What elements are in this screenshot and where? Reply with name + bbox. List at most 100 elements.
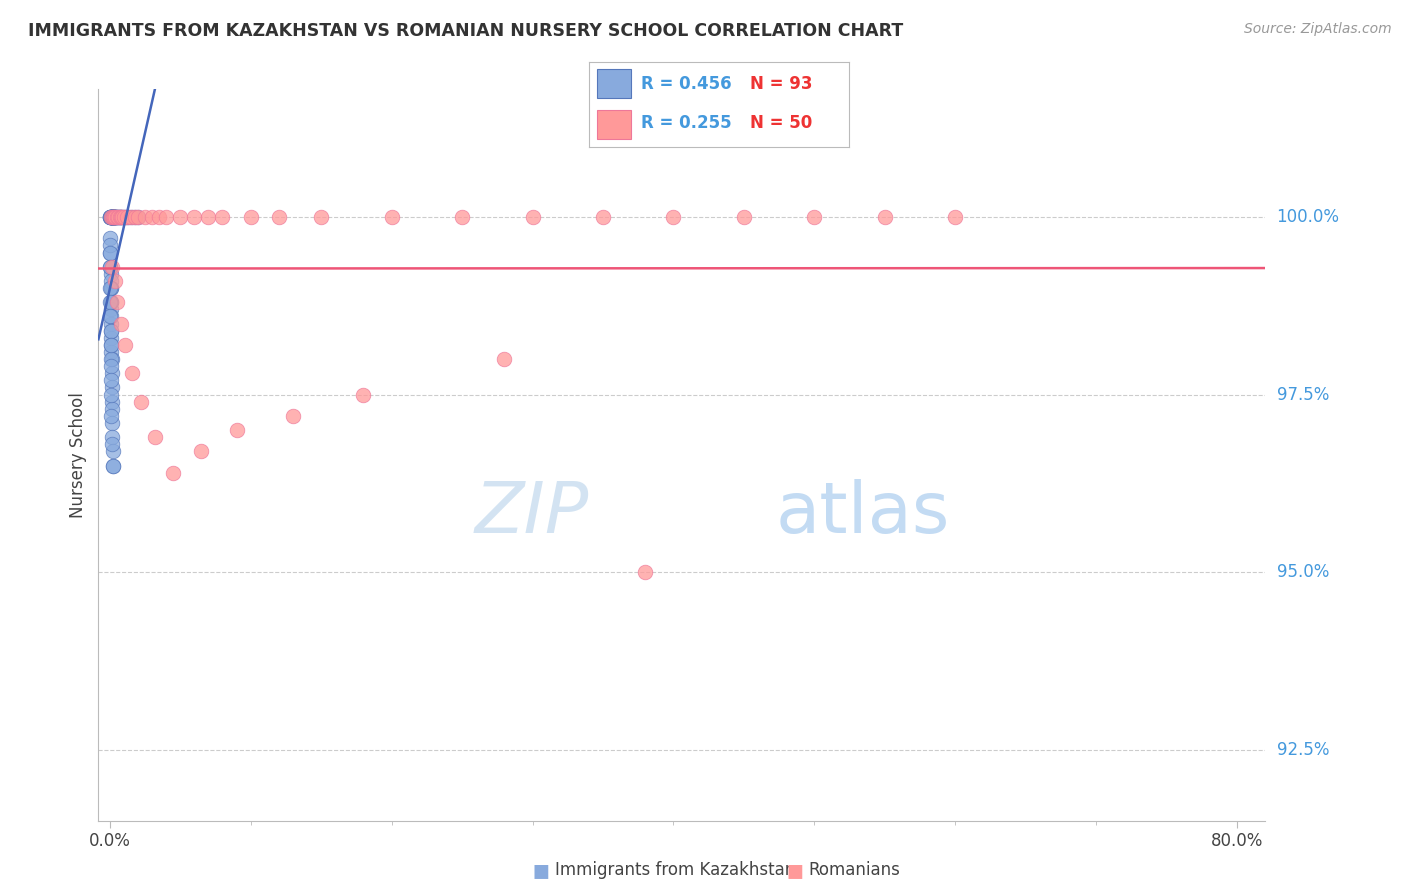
Point [127,210,149,224]
Point [100,267,122,281]
Point [101,210,124,224]
Point [101,260,124,274]
Point [100,210,122,224]
Point [183,210,205,224]
Point [101,444,124,458]
Point [101,210,124,224]
Point [120,210,142,224]
Point [98,210,121,224]
Point [101,210,124,224]
Point [141,210,163,224]
Point [107,210,129,224]
Point [103,210,125,224]
Point [112,210,135,224]
Point [124,210,146,224]
Point [803,210,825,224]
Point [101,210,124,224]
Point [98,245,121,260]
Point [134,210,156,224]
Text: R = 0.255: R = 0.255 [641,114,731,132]
Text: ▪: ▪ [531,855,551,884]
Point [100,210,122,224]
Point [162,466,184,480]
Point [103,210,125,224]
Point [225,423,247,437]
Text: 92.5%: 92.5% [1277,740,1329,758]
Text: R = 0.456: R = 0.456 [641,75,731,93]
Point [98,281,121,295]
Point [100,409,122,423]
Point [100,352,122,367]
Point [103,210,125,224]
Point [100,295,122,310]
Text: Source: ZipAtlas.com: Source: ZipAtlas.com [1244,22,1392,37]
Point [100,302,122,317]
Point [103,210,125,224]
Point [101,380,124,394]
Point [100,338,122,352]
Text: 95.0%: 95.0% [1277,563,1329,581]
Point [103,210,125,224]
Point [121,366,143,380]
Point [104,210,127,224]
Point [100,310,122,324]
Point [101,210,124,224]
Point [662,210,685,224]
Point [101,458,124,473]
Bar [596,110,630,139]
Point [100,210,122,224]
Point [733,210,755,224]
Point [129,394,152,409]
Point [98,210,121,224]
Point [873,210,896,224]
Point [101,210,124,224]
Point [100,366,122,380]
Point [111,210,134,224]
Point [100,210,122,224]
Point [100,210,122,224]
Point [100,274,122,288]
Text: ZIP: ZIP [474,479,589,548]
Y-axis label: Nursery School: Nursery School [69,392,87,518]
Point [101,210,124,224]
Point [100,373,122,387]
Point [190,444,212,458]
Point [100,317,122,331]
Point [98,295,121,310]
Point [110,317,132,331]
Point [352,387,374,401]
Point [592,210,614,224]
Point [115,210,138,224]
Text: Romanians: Romanians [808,861,900,879]
Point [104,210,127,224]
Point [100,210,122,224]
Point [101,210,124,224]
Point [148,210,170,224]
Point [101,458,124,473]
Point [105,210,128,224]
Text: N = 93: N = 93 [751,75,813,93]
Point [239,210,262,224]
Point [309,210,332,224]
Point [451,210,474,224]
Point [98,245,121,260]
Text: IMMIGRANTS FROM KAZAKHSTAN VS ROMANIAN NURSERY SCHOOL CORRELATION CHART: IMMIGRANTS FROM KAZAKHSTAN VS ROMANIAN N… [28,22,904,40]
Point [110,210,132,224]
Point [100,281,122,295]
Text: 100.0%: 100.0% [1277,208,1340,226]
Point [112,210,135,224]
Point [281,409,304,423]
Point [104,210,127,224]
Point [100,324,122,338]
Point [100,210,122,224]
Point [101,394,124,409]
Point [107,295,129,310]
Point [101,210,124,224]
Point [211,210,233,224]
Point [100,387,122,401]
Point [100,352,122,367]
Text: ▪: ▪ [785,855,804,884]
Point [943,210,966,224]
Point [100,324,122,338]
Point [105,210,128,224]
